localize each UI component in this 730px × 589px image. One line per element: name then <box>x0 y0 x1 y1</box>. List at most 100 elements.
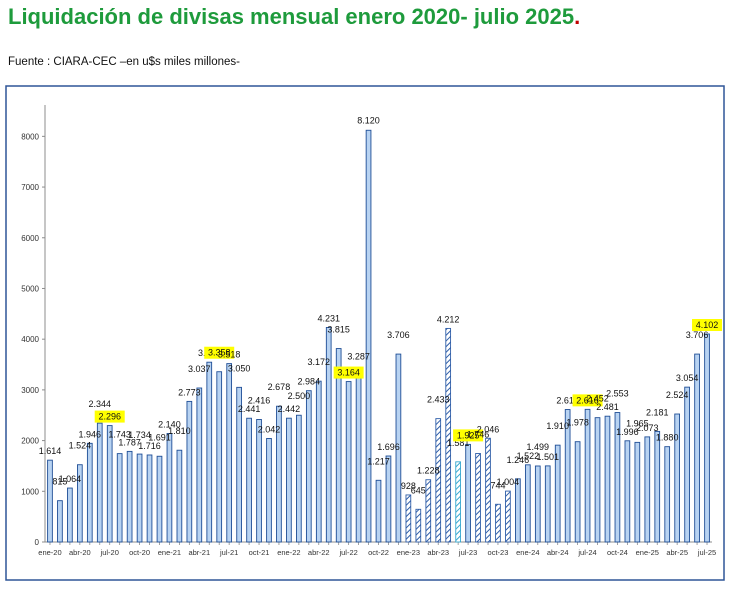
data-label-dic-24: 1.965 <box>626 418 649 428</box>
bar-mar-25 <box>664 446 671 543</box>
x-tick-label: abr-21 <box>188 548 210 557</box>
bar-abr-23 <box>435 418 442 543</box>
bar-ago-24 <box>594 417 601 543</box>
data-label-ago-22: 3.287 <box>347 351 370 361</box>
bar-may-25 <box>684 386 690 543</box>
title-text: Liquidación de divisas mensual enero 202… <box>8 4 575 29</box>
data-label-jul-25: 4.102 <box>696 320 719 330</box>
x-tick-label: oct-23 <box>488 548 509 557</box>
data-label-sep-20: 1.787 <box>118 437 141 447</box>
y-tick-label: 1000 <box>21 487 39 496</box>
data-label-ene-20: 1.614 <box>39 446 62 456</box>
data-label-mar-25: 1.880 <box>656 433 679 443</box>
bar-feb-20 <box>57 500 63 543</box>
data-label-nov-23: 1.004 <box>497 477 520 487</box>
data-label-mar-20: 1.064 <box>59 474 82 484</box>
data-label-may-20: 1.946 <box>79 429 102 439</box>
label-highlight <box>204 346 235 359</box>
bar-mar-22 <box>305 390 312 543</box>
data-label-may-24: 2.613 <box>556 396 579 406</box>
data-label-nov-21: 2.042 <box>258 424 281 434</box>
bar-mar-21 <box>186 400 193 543</box>
data-label-feb-21: 1.810 <box>168 426 191 436</box>
bar-oct-21 <box>256 419 262 543</box>
bar-abr-21 <box>196 387 203 543</box>
data-label-oct-21: 2.416 <box>248 395 271 405</box>
bar-abr-25 <box>674 413 680 543</box>
y-tick-label: 3000 <box>21 386 39 395</box>
x-tick-label: ene-23 <box>397 548 420 557</box>
data-label-ene-23: 928 <box>401 481 416 491</box>
data-label-dic-21: 2.678 <box>268 382 291 392</box>
data-label-abr-24: 1.910 <box>546 421 569 431</box>
data-label-ene-25: 2.073 <box>636 423 659 433</box>
data-label-oct-24: 2.553 <box>606 389 629 399</box>
bar-jun-24 <box>574 441 581 543</box>
data-label-jul-20: 2.296 <box>98 412 121 422</box>
data-label-feb-22: 2.500 <box>288 391 311 401</box>
data-label-ago-24: 2.452 <box>586 394 609 404</box>
chart-frame <box>5 85 725 581</box>
data-label-dic-22: 3.706 <box>387 330 410 340</box>
bar-sep-24 <box>604 415 611 543</box>
label-highlight <box>572 394 603 407</box>
x-tick-label: jul-24 <box>577 548 596 557</box>
data-label-mar-22: 2.984 <box>298 377 321 387</box>
bar-oct-23 <box>495 503 501 543</box>
data-label-jun-23: 1.581 <box>447 438 470 448</box>
y-axis: 0 1000 2000 3000 4000 5000 6000 7000 8000 <box>21 105 46 547</box>
bar-oct-24 <box>614 412 621 543</box>
data-label-nov-20: 1.716 <box>138 441 161 451</box>
y-tick-label: 0 <box>35 538 40 547</box>
data-label-abr-23: 2.433 <box>427 395 450 405</box>
data-label-nov-22: 1.696 <box>377 442 400 452</box>
bar-dic-24 <box>634 441 641 543</box>
bar-ene-24 <box>524 464 531 543</box>
x-tick-label: jul-25 <box>697 548 716 557</box>
data-label-sep-22: 8.120 <box>357 115 380 125</box>
bar-abr-24 <box>554 444 561 543</box>
x-tick-label: jul-23 <box>458 548 477 557</box>
data-label-oct-22: 1.217 <box>367 456 390 466</box>
data-label-may-25: 3.054 <box>676 373 699 383</box>
bar-feb-23 <box>415 508 422 543</box>
bar-jul-21 <box>226 363 233 543</box>
data-label-ene-24: 1.522 <box>517 451 540 461</box>
bar-ene-23 <box>405 494 412 543</box>
bar-ago-23 <box>475 453 481 543</box>
data-label-jun-20: 2.344 <box>88 399 111 409</box>
bar-mar-23 <box>425 479 432 543</box>
bar-may-20 <box>86 442 93 543</box>
x-tick-label: jul-22 <box>338 548 357 557</box>
data-label-mar-23: 1.228 <box>417 466 440 476</box>
data-label-feb-25: 2.181 <box>646 407 669 417</box>
bar-jul-22 <box>345 381 352 543</box>
bar-jun-20 <box>96 422 103 543</box>
bar-ago-20 <box>116 453 123 543</box>
data-label-sep-24: 2.481 <box>596 402 619 412</box>
bar-sep-21 <box>246 417 252 543</box>
bar-sep-23 <box>485 437 491 543</box>
data-label-sep-21: 2.441 <box>238 404 261 414</box>
bar-nov-21 <box>266 438 272 543</box>
bar-feb-24 <box>534 465 541 543</box>
x-tick-label: oct-20 <box>129 548 150 557</box>
data-label-may-22: 4.231 <box>317 313 340 323</box>
x-tick-label: jul-21 <box>219 548 238 557</box>
data-label-ago-21: 3.050 <box>228 363 251 373</box>
x-tick-label: abr-23 <box>427 548 449 557</box>
data-labels-group: 1.6148151.0641.5241.9462.3442.2961.7431.… <box>39 115 723 495</box>
bar-nov-24 <box>624 440 631 543</box>
data-label-ene-21: 2.140 <box>158 419 181 429</box>
bar-jun-25 <box>694 353 700 543</box>
label-highlight <box>333 366 364 379</box>
data-label-jun-24: 1.978 <box>566 418 589 428</box>
bar-may-24 <box>564 409 571 543</box>
bar-dic-23 <box>515 478 521 543</box>
data-label-mar-21: 2.773 <box>178 387 201 397</box>
x-tick-label: oct-21 <box>249 548 270 557</box>
bar-nov-22 <box>385 455 392 543</box>
bar-jul-25 <box>704 333 710 543</box>
